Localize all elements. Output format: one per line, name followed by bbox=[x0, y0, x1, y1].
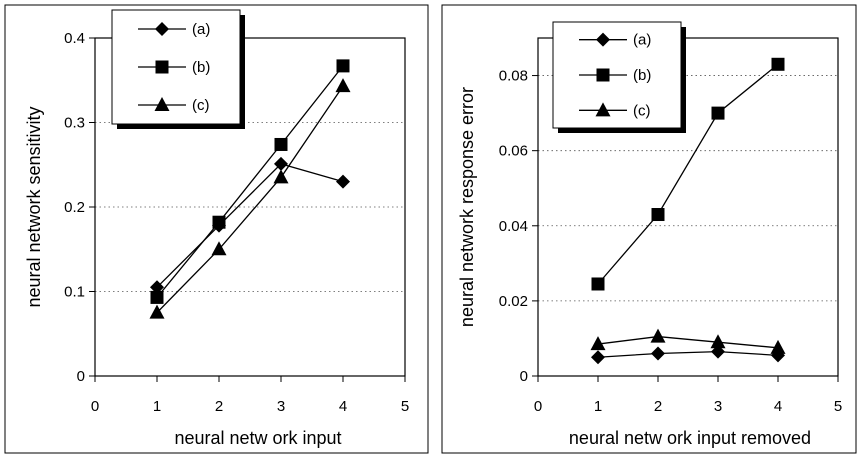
x-tick-label: 0 bbox=[91, 398, 99, 415]
data-point bbox=[591, 277, 605, 291]
data-point bbox=[335, 78, 351, 93]
legend-marker bbox=[154, 97, 170, 111]
legend-marker bbox=[155, 22, 169, 36]
x-tick-label: 5 bbox=[401, 398, 409, 415]
legend-label: (a) bbox=[633, 32, 651, 49]
y-tick-label: 0.1 bbox=[64, 284, 85, 301]
plot-area bbox=[94, 37, 406, 377]
legend-label: (b) bbox=[192, 59, 210, 76]
series-line bbox=[156, 65, 344, 298]
x-tick-label: 3 bbox=[714, 398, 722, 415]
chart-2: 0 0.02 0.04 0.06 0.08 0 1 2 3 4 5 neural netw ork i… bbox=[441, 4, 857, 454]
y-tick-label: 0 bbox=[520, 368, 528, 385]
y-tick-label: 0.4 bbox=[64, 30, 85, 47]
x-tick-label: 4 bbox=[339, 398, 347, 415]
y-axis-label: neural network sensitivity bbox=[24, 106, 44, 307]
data-point bbox=[274, 137, 288, 151]
data-point bbox=[770, 339, 786, 354]
x-tick-label: 0 bbox=[534, 398, 542, 415]
data-point bbox=[150, 280, 164, 295]
data-point bbox=[591, 350, 605, 365]
x-tick-label: 1 bbox=[594, 398, 602, 415]
data-point bbox=[710, 334, 726, 349]
series-line bbox=[597, 63, 779, 285]
data-point bbox=[651, 208, 665, 222]
data-point bbox=[336, 59, 350, 73]
y-tick-label: 0.2 bbox=[64, 199, 85, 216]
y-tick-label: 0 bbox=[77, 368, 85, 385]
legend-marker bbox=[596, 68, 610, 82]
data-point bbox=[274, 156, 288, 171]
data-point bbox=[336, 174, 350, 189]
data-point bbox=[273, 169, 289, 184]
x-axis-label: neural netw ork input bbox=[174, 428, 341, 448]
data-point bbox=[590, 336, 606, 351]
series-line bbox=[597, 335, 779, 349]
series-3 bbox=[590, 328, 786, 354]
y-tick-label: 0.04 bbox=[499, 218, 528, 235]
y-axis-label: neural network response error bbox=[457, 87, 477, 327]
data-point bbox=[771, 57, 785, 71]
series-line bbox=[156, 85, 344, 314]
legend-label: (c) bbox=[192, 97, 210, 114]
y-tick-label: 0.06 bbox=[499, 143, 528, 160]
data-point bbox=[650, 328, 666, 343]
legend-marker bbox=[596, 32, 610, 47]
data-point bbox=[212, 215, 226, 229]
y-tick-label: 0.08 bbox=[499, 68, 528, 85]
x-tick-label: 3 bbox=[277, 398, 285, 415]
legend-label: (b) bbox=[633, 67, 651, 84]
x-tick-label: 4 bbox=[774, 398, 782, 415]
chart-1: 0 0.1 0.2 0.3 0.4 0 1 2 3 4 5 neural netw ork input… bbox=[4, 4, 429, 454]
series-2 bbox=[150, 59, 350, 304]
data-point bbox=[711, 106, 725, 120]
x-tick-label: 2 bbox=[654, 398, 662, 415]
x-tick-label: 1 bbox=[153, 398, 161, 415]
y-tick-label: 0.02 bbox=[499, 293, 528, 310]
series-line bbox=[156, 163, 344, 288]
y-tick-label: 0.3 bbox=[64, 115, 85, 132]
legend-marker bbox=[155, 60, 169, 74]
data-point bbox=[150, 290, 164, 304]
data-point bbox=[149, 304, 165, 319]
x-tick-label: 2 bbox=[215, 398, 223, 415]
data-point bbox=[211, 241, 227, 256]
plot-area bbox=[537, 37, 839, 377]
series-2 bbox=[591, 57, 785, 291]
data-point bbox=[651, 346, 665, 361]
x-axis-label: neural netw ork input removed bbox=[569, 428, 811, 448]
legend-label: (a) bbox=[192, 21, 210, 38]
series-3 bbox=[149, 78, 351, 319]
legend-label: (c) bbox=[633, 102, 651, 119]
x-tick-label: 5 bbox=[834, 398, 842, 415]
legend-marker bbox=[595, 102, 611, 117]
series-line bbox=[597, 350, 779, 358]
